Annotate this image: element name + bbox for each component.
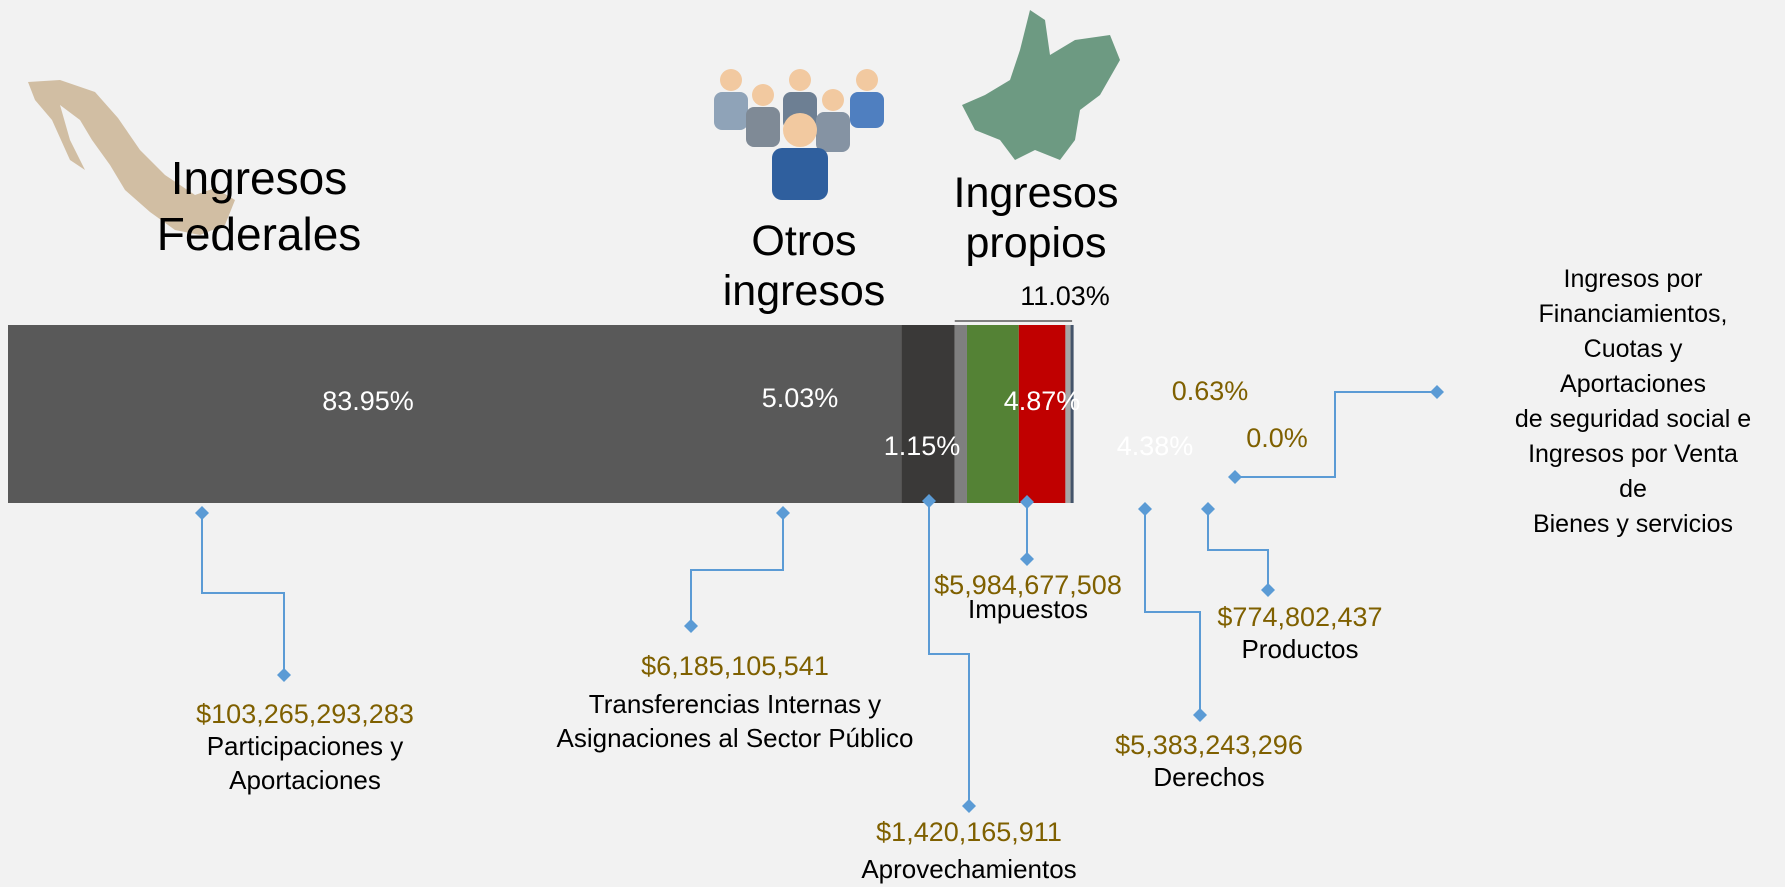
amount-label: $103,265,293,283 [196,699,414,729]
bar-segment [966,325,1019,503]
value-label: 83.95% [322,386,414,416]
group-label: Otros ingresos [723,217,886,315]
value-label: 4.38% [1117,431,1194,461]
bar-segment [1018,325,1066,503]
group-value-label: 11.03% [1020,281,1110,311]
callout-end [1193,708,1207,722]
callout-start [1138,502,1152,516]
bar-segment [901,325,955,503]
value-label: 1.15% [884,431,961,461]
amount-label: $6,185,105,541 [641,651,829,681]
value-label: 4.87% [1004,386,1081,416]
value-label: 0.0% [1246,423,1308,453]
callout-start [1020,495,1034,509]
group-label: Ingresos propios [954,169,1119,267]
bar-segment [8,325,902,503]
callout-line [1235,391,1437,478]
callout-start [195,506,209,520]
callout-line [928,501,970,806]
callout-end [684,619,698,633]
callout-start [776,506,790,520]
amount-label: $5,984,677,508 [934,570,1122,600]
callout-line [1207,509,1269,590]
jalisco-map-icon [962,10,1120,160]
series-name: Transferencias Internas y Asignaciones al… [557,689,914,753]
series-name: Aprovechamientos [861,854,1076,884]
amount-label: $774,802,437 [1217,602,1382,632]
callout-end [1261,583,1275,597]
series-name: Participaciones y Aportaciones [207,731,404,795]
callout-line [201,513,285,675]
bar-segment [1065,325,1073,503]
mexico-map-icon [28,80,235,235]
bar-segment [954,325,967,503]
people-icon [714,69,884,200]
amount-label: $1,420,165,911 [876,817,1062,847]
series-name: Productos [1241,634,1358,664]
series-name: Derechos [1153,762,1264,792]
callout-end [1430,385,1444,399]
callout-end [277,668,291,682]
callout-start [1201,502,1215,516]
value-label: 0.63% [1172,376,1249,406]
amount-label: $5,383,243,296 [1115,730,1303,760]
callout-start [1228,470,1242,484]
series-name: Ingresos por Financiamientos, Cuotas y Apor… [1515,265,1751,538]
callout-line [690,513,784,626]
callout-end [1020,552,1034,566]
group-label: Ingresos Federales [157,152,362,260]
series-name: Impuestos [968,594,1088,624]
callout-start [922,494,936,508]
value-label: 5.03% [762,383,839,413]
callout-line [1144,509,1201,715]
callout-end [962,799,976,813]
